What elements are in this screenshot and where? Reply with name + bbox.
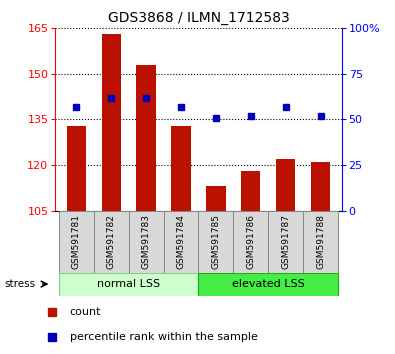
Text: percentile rank within the sample: percentile rank within the sample: [70, 332, 258, 342]
Text: GSM591784: GSM591784: [177, 214, 186, 269]
Text: GSM591781: GSM591781: [72, 214, 81, 269]
Text: GSM591785: GSM591785: [211, 214, 220, 269]
Title: GDS3868 / ILMN_1712583: GDS3868 / ILMN_1712583: [107, 11, 290, 24]
Bar: [241, 171, 260, 211]
Bar: [199, 211, 233, 273]
Bar: [102, 34, 121, 211]
Bar: [129, 211, 164, 273]
Bar: [199, 273, 338, 296]
Bar: [59, 211, 94, 273]
Bar: [137, 65, 156, 211]
Bar: [311, 162, 330, 211]
Bar: [233, 211, 268, 273]
Bar: [206, 186, 226, 211]
Text: GSM591787: GSM591787: [281, 214, 290, 269]
Bar: [59, 273, 199, 296]
Text: count: count: [70, 307, 102, 318]
Text: elevated LSS: elevated LSS: [232, 279, 305, 289]
Text: GSM591788: GSM591788: [316, 214, 325, 269]
Bar: [94, 211, 129, 273]
Text: GSM591782: GSM591782: [107, 214, 116, 269]
Bar: [303, 211, 338, 273]
Text: normal LSS: normal LSS: [97, 279, 160, 289]
Bar: [67, 126, 86, 211]
Text: GSM591783: GSM591783: [141, 214, 150, 269]
Bar: [268, 211, 303, 273]
Text: stress: stress: [4, 279, 36, 289]
Text: GSM591786: GSM591786: [246, 214, 256, 269]
Bar: [164, 211, 199, 273]
Bar: [276, 159, 295, 211]
Bar: [171, 126, 191, 211]
